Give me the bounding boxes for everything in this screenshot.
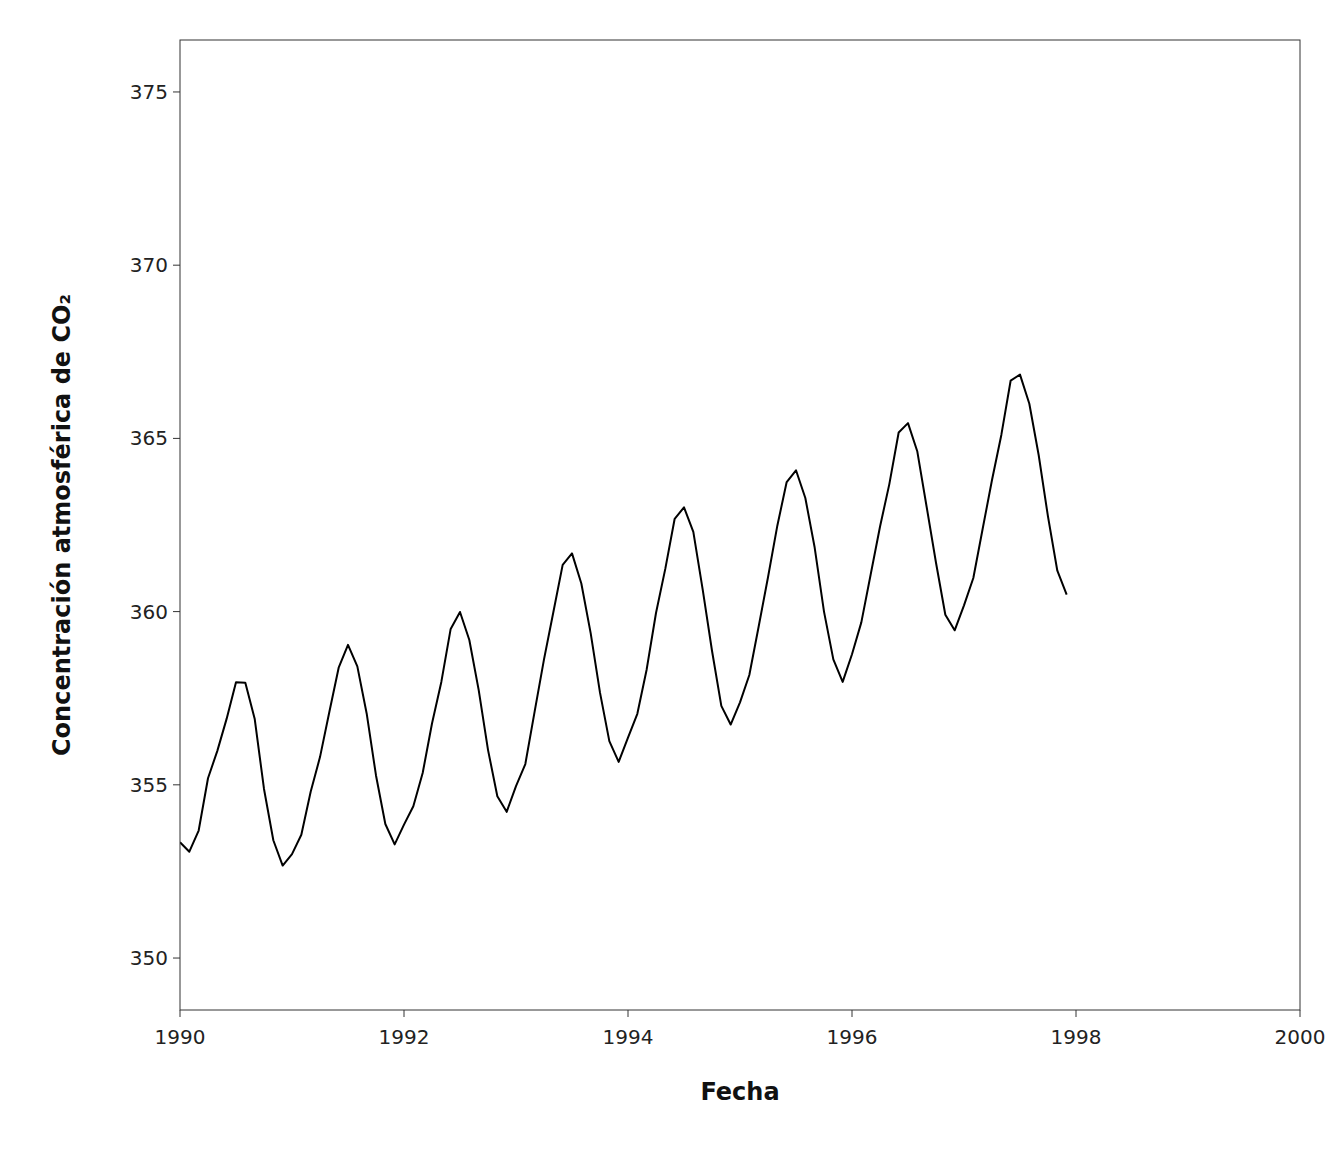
x-tick	[404, 1010, 405, 1017]
y-tick	[173, 958, 180, 959]
x-tick	[1300, 1010, 1301, 1017]
background	[0, 0, 1344, 1152]
x-tick	[180, 1010, 181, 1017]
x-axis: 1990 1992 1994 1996 1998 2000	[155, 1010, 1326, 1049]
y-tick-label: 365	[130, 426, 168, 450]
x-tick	[1076, 1010, 1077, 1017]
x-axis-label: Fecha	[700, 1078, 779, 1106]
y-tick-label: 360	[130, 600, 168, 624]
co2-line	[180, 375, 1067, 866]
y-axis: 350 355 360 365 370 375	[130, 80, 180, 970]
x-tick-label: 1998	[1051, 1025, 1102, 1049]
y-tick	[173, 438, 180, 439]
x-tick	[852, 1010, 853, 1017]
x-tick-label: 1996	[827, 1025, 878, 1049]
chart: 1990199219941996199820003503553603653703…	[0, 0, 1344, 1152]
x-tick-label: 2000	[1275, 1025, 1326, 1049]
y-tick	[173, 784, 180, 785]
x-tick	[628, 1010, 629, 1017]
x-tick-label: 1990	[155, 1025, 206, 1049]
x-tick-label: 1994	[603, 1025, 654, 1049]
y-tick-label: 350	[130, 946, 168, 970]
plot-frame	[180, 40, 1300, 1010]
y-tick-label: 355	[130, 773, 168, 797]
y-axis-label: Concentración atmosférica de CO₂	[48, 294, 76, 756]
y-tick	[173, 611, 180, 612]
y-tick-label: 370	[130, 253, 168, 277]
y-tick	[173, 91, 180, 92]
x-tick-label: 1992	[379, 1025, 430, 1049]
y-tick-label: 375	[130, 80, 168, 104]
y-tick	[173, 265, 180, 266]
plot-area	[180, 375, 1067, 866]
